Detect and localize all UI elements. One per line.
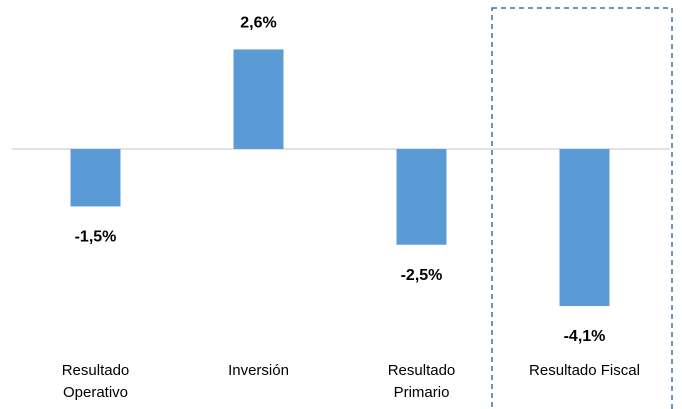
value-label: -4,1% bbox=[564, 328, 606, 345]
highlight-box bbox=[491, 7, 673, 409]
x-tick-label: Inversión bbox=[228, 362, 289, 379]
x-tick-label: Resultado Fiscal bbox=[529, 362, 640, 379]
value-label: -2,5% bbox=[401, 267, 443, 284]
bar bbox=[233, 49, 284, 149]
bar bbox=[70, 149, 121, 207]
x-tick-label: Resultado Primario bbox=[387, 362, 456, 401]
value-label: -1,5% bbox=[75, 229, 117, 246]
x-tick-label: Resultado Operativo bbox=[61, 362, 130, 401]
value-label: 2,6% bbox=[240, 15, 276, 32]
bar bbox=[396, 149, 447, 245]
bar bbox=[559, 149, 610, 307]
